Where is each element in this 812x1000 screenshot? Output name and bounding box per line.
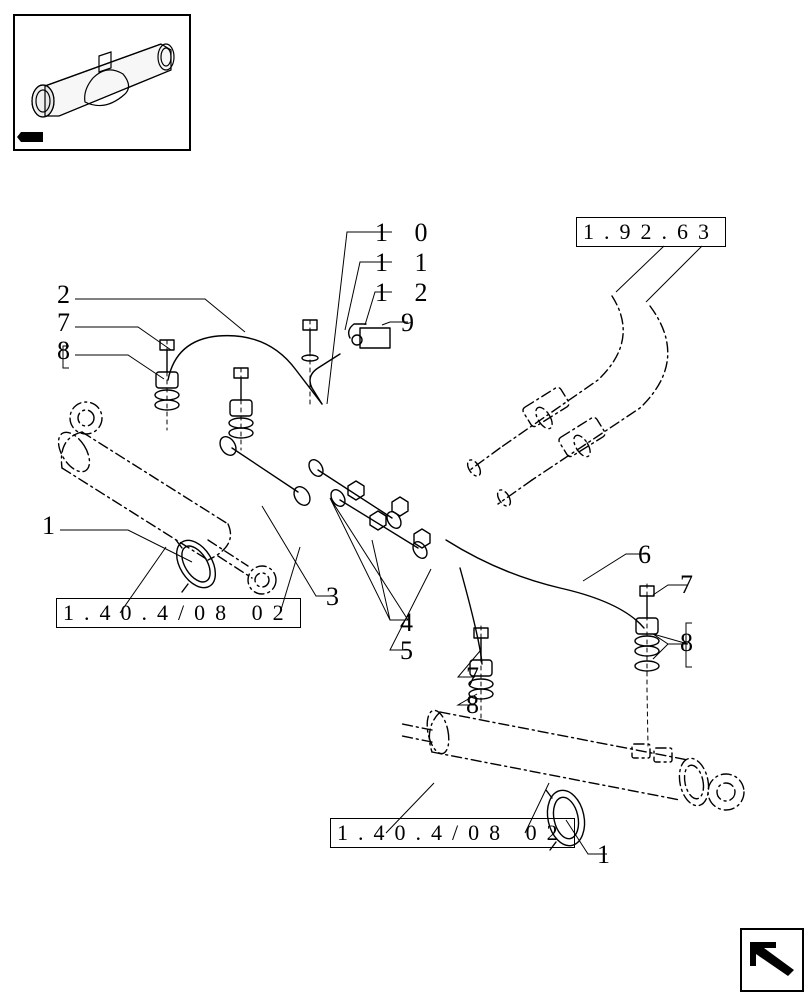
callout-8: 8 bbox=[466, 690, 489, 720]
callout-2: 2 bbox=[57, 280, 80, 310]
callout-8: 8 bbox=[57, 336, 80, 366]
callout-7: 7 bbox=[466, 662, 489, 692]
ref-box: 1.40.4/08 02 bbox=[56, 598, 301, 628]
callout-1: 1 bbox=[42, 511, 65, 541]
ref-box: 1.92.63 bbox=[576, 217, 726, 247]
callout-6: 6 bbox=[638, 540, 661, 570]
exploded-drawing bbox=[0, 0, 812, 1000]
callout-7: 7 bbox=[57, 308, 80, 338]
diagram-stage: 12781 01 11 29345678781 1.92.631.40.4/08… bbox=[0, 0, 812, 1000]
callout-12: 1 2 bbox=[375, 278, 438, 308]
callout-8: 8 bbox=[680, 628, 703, 658]
ref-box: 1.40.4/08 02 bbox=[330, 818, 575, 848]
callout-5: 5 bbox=[400, 636, 423, 666]
callout-3: 3 bbox=[326, 582, 349, 612]
callout-9: 9 bbox=[401, 308, 424, 338]
callout-1: 1 bbox=[597, 840, 620, 870]
callout-4: 4 bbox=[400, 608, 423, 638]
callout-10: 1 0 bbox=[375, 218, 438, 248]
callout-11: 1 1 bbox=[375, 248, 438, 278]
callout-7: 7 bbox=[680, 570, 703, 600]
